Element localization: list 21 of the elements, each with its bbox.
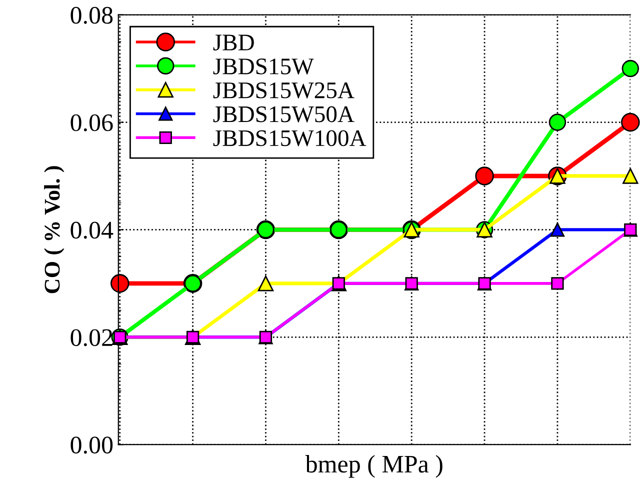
legend-label: JBDS15W50A: [213, 106, 354, 122]
y-axis-title: CO ( % Vol. ): [44, 166, 64, 294]
point: [258, 276, 274, 292]
y-tick-label: 0.04: [70, 222, 114, 239]
y-tick-label: 0.08: [70, 6, 113, 24]
x-axis-title: bmep ( MPa ): [305, 455, 442, 478]
point: [551, 277, 564, 290]
point: [621, 112, 640, 132]
point: [475, 166, 494, 186]
legend-label: JBDS15W100A: [213, 130, 366, 146]
legend-label: JBDS15W: [213, 58, 314, 75]
point: [622, 168, 638, 184]
point: [548, 114, 566, 131]
y-tick-label: 0.00: [70, 436, 113, 454]
legend-label: JBD: [213, 34, 254, 50]
point: [110, 274, 130, 293]
point: [550, 222, 565, 237]
y-tick-label: 0.02: [70, 329, 112, 346]
legend-label: JBDS15W25A: [213, 82, 354, 98]
y-tick-label: 0.06: [70, 114, 113, 132]
point: [622, 60, 640, 78]
